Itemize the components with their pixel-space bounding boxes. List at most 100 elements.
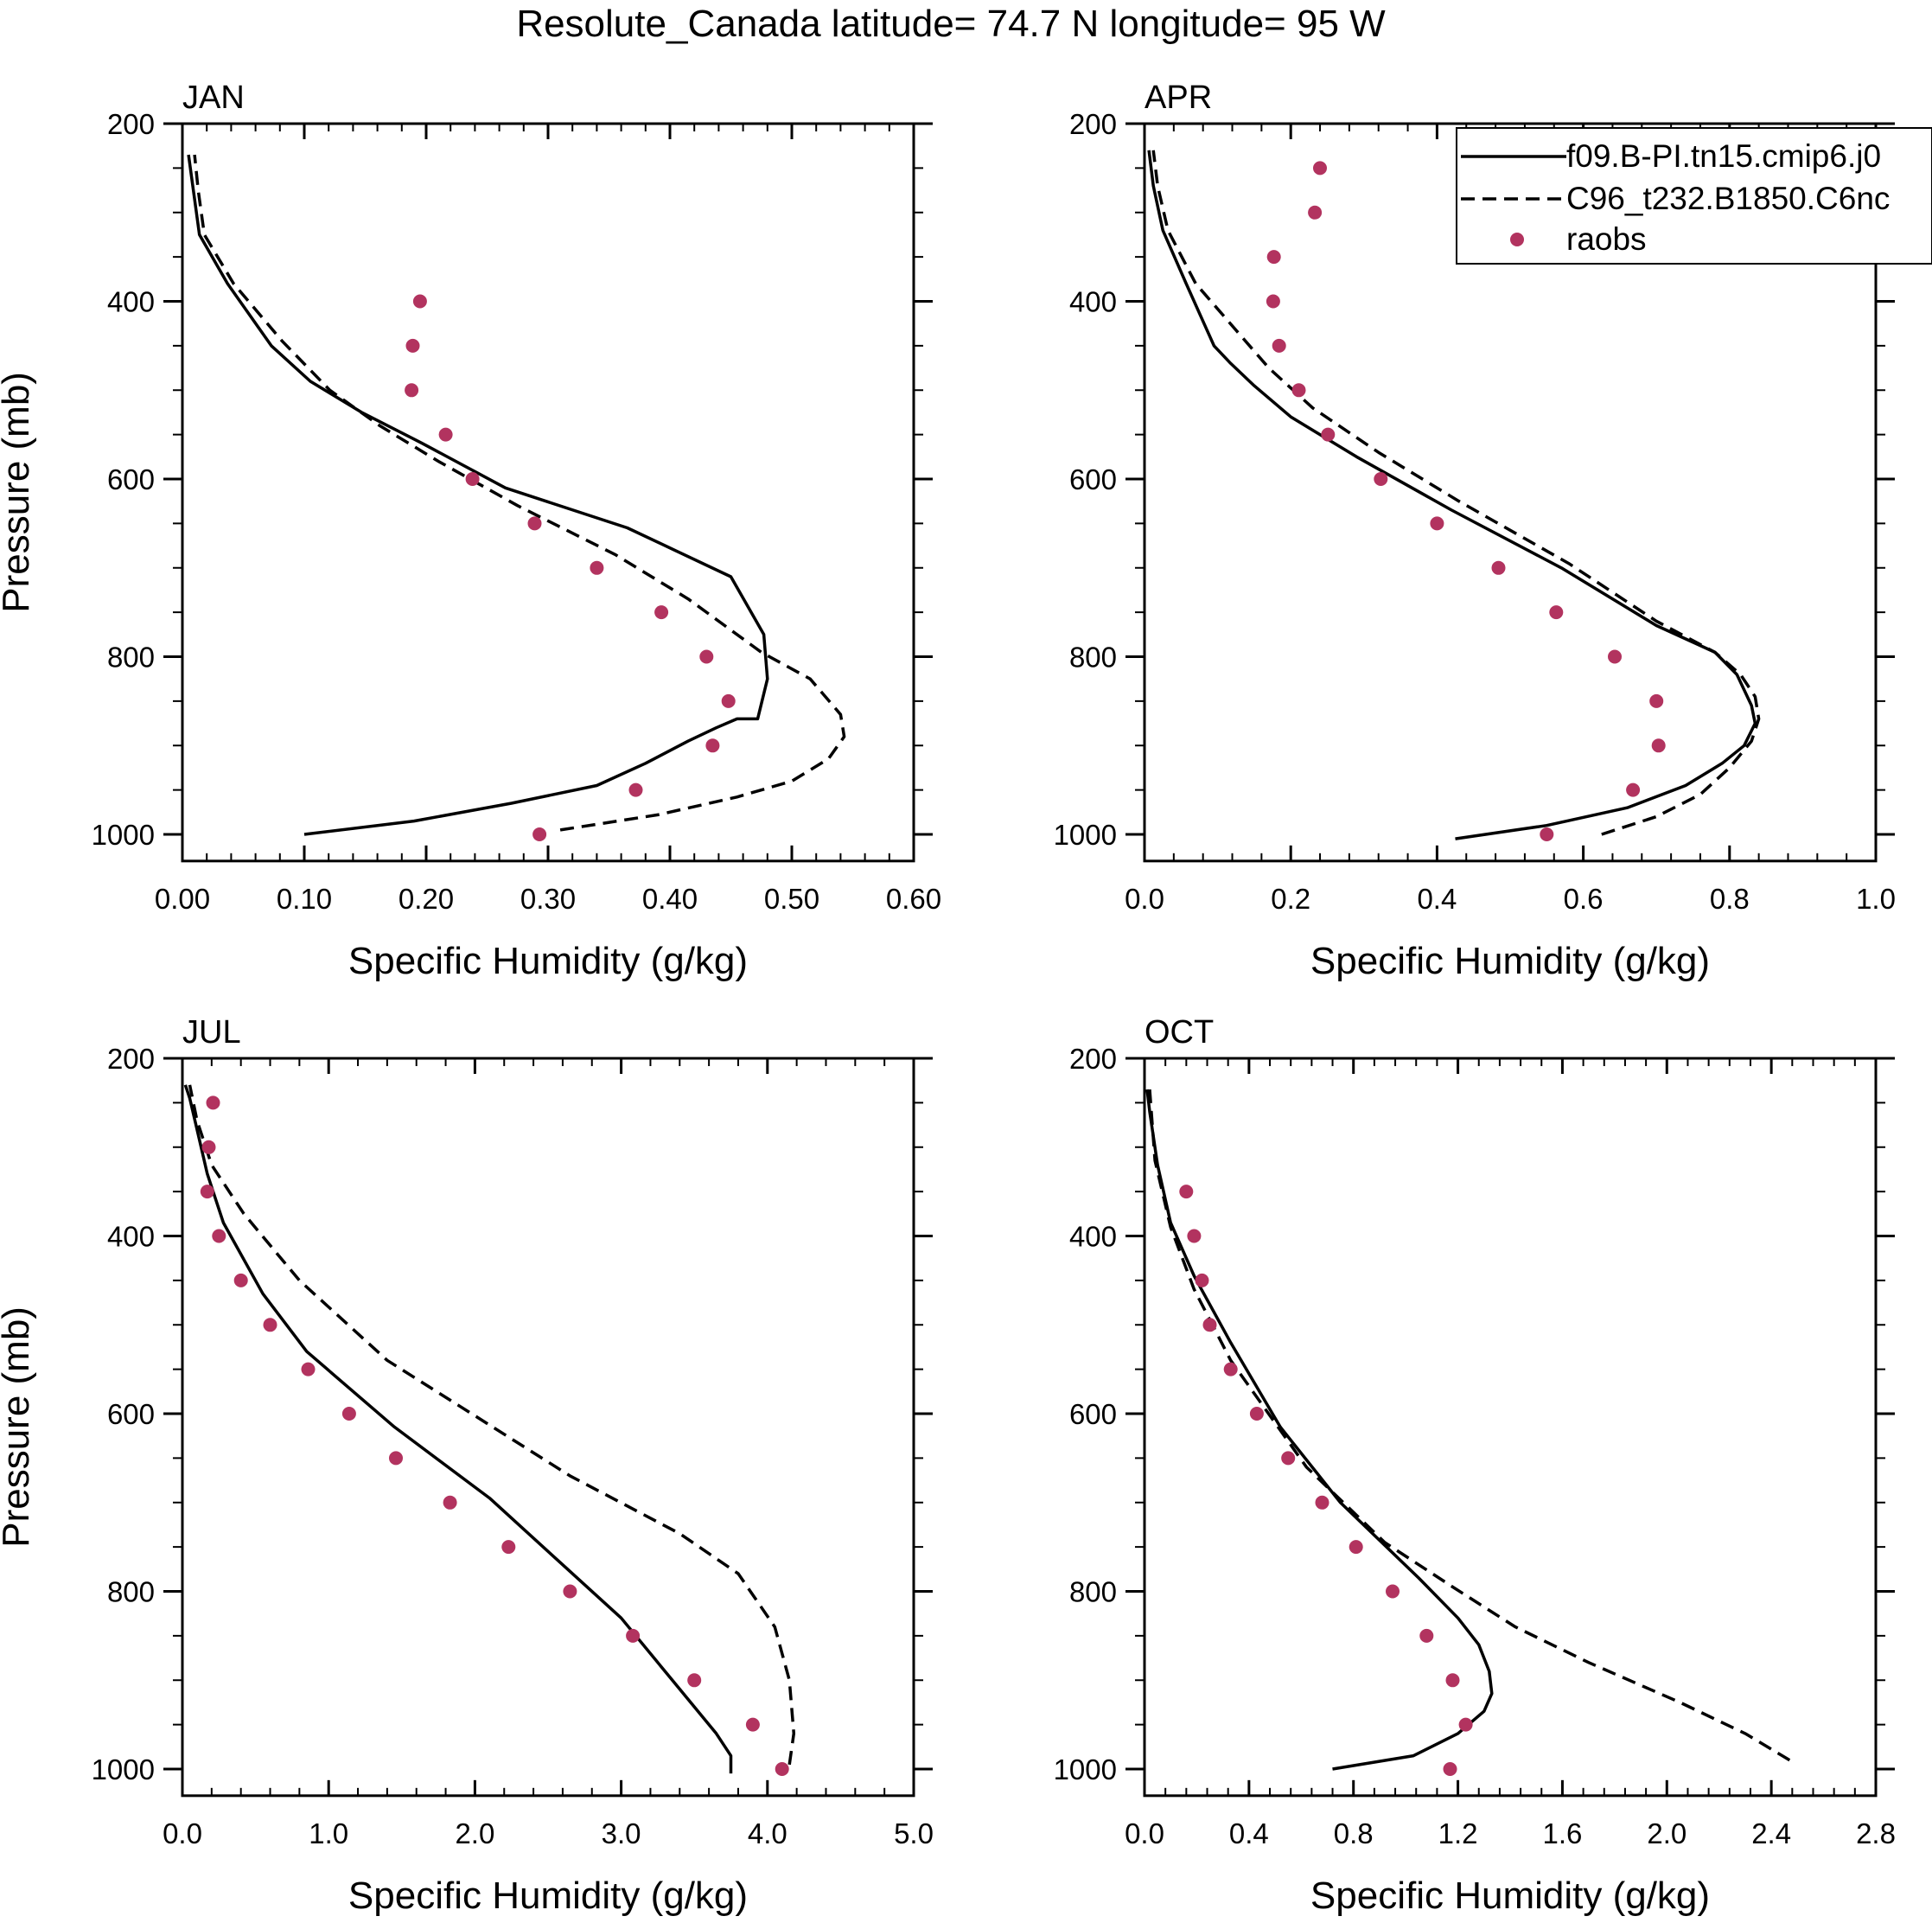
- legend-label-raobs: raobs: [1566, 221, 1647, 257]
- jul-series-dashed: [188, 1084, 796, 1766]
- jul-raobs-point: [341, 1407, 356, 1421]
- oct-xtick-label: 0.4: [1229, 1817, 1269, 1849]
- oct-raobs-point: [1195, 1273, 1209, 1287]
- jan-xtick-label: 0.00: [155, 883, 210, 915]
- oct-ytick-label: 400: [1069, 1221, 1117, 1253]
- oct-xtick-label: 1.6: [1542, 1817, 1582, 1849]
- jan-raobs-point: [705, 738, 720, 753]
- panel-jul: JUL 0.0 1.0 2.0 3.0 4.0 5.0 200 400 600 800 1000 Spe…: [0, 1014, 934, 1917]
- oct-xtick-label: 0.0: [1125, 1817, 1164, 1849]
- jul-panel-title: JUL: [182, 1014, 241, 1051]
- oct-raobs-point: [1223, 1362, 1238, 1376]
- apr-series-dashed: [1151, 150, 1761, 836]
- jul-xtick-label: 2.0: [455, 1817, 494, 1849]
- jul-raobs-point: [775, 1762, 789, 1776]
- apr-ytick-label: 200: [1069, 108, 1117, 140]
- panels: JAN 0.00 0.10 0.20 0.30 0.40 0.50 0.60 200 400 600…: [0, 80, 1896, 1917]
- oct-ytick-label: 600: [1069, 1398, 1117, 1430]
- apr-raobs-point: [1491, 560, 1506, 575]
- panel-jan: JAN 0.00 0.10 0.20 0.30 0.40 0.50 0.60 200 400 600…: [0, 80, 941, 982]
- jul-xaxis-label: Specific Humidity (g/kg): [348, 1875, 748, 1917]
- apr-raobs-point: [1649, 693, 1664, 708]
- apr-raobs-point: [1313, 161, 1327, 176]
- oct-raobs-point: [1458, 1717, 1473, 1732]
- jan-ytick-label: 800: [107, 642, 155, 674]
- apr-xtick-label: 0.8: [1710, 883, 1750, 915]
- jul-raobs-point: [745, 1717, 760, 1732]
- jul-yaxis-label: Pressure (mb): [0, 1306, 37, 1548]
- jan-xtick-label: 0.10: [277, 883, 332, 915]
- legend-label-model-2: C96_t232.B1850.C6nc: [1566, 181, 1890, 216]
- jul-raobs-point: [233, 1273, 248, 1287]
- legend-box: [1456, 127, 1932, 265]
- oct-raobs-point: [1249, 1407, 1264, 1421]
- apr-raobs-point: [1608, 649, 1622, 664]
- apr-raobs-point: [1626, 782, 1641, 797]
- jul-raobs-point: [206, 1095, 220, 1110]
- apr-raobs-point: [1266, 294, 1280, 309]
- jan-raobs-point: [405, 338, 420, 353]
- apr-ytick-label: 400: [1069, 286, 1117, 318]
- jan-series-dashed: [193, 154, 846, 832]
- oct-xtick-label: 0.8: [1334, 1817, 1374, 1849]
- oct-xtick-label: 2.4: [1751, 1817, 1791, 1849]
- jan-raobs-point: [527, 516, 542, 531]
- oct-xaxis-label: Specific Humidity (g/kg): [1310, 1875, 1710, 1917]
- jul-ytick-label: 400: [107, 1221, 155, 1253]
- oct-panel-title: OCT: [1145, 1014, 1214, 1051]
- jan-raobs-point: [654, 605, 669, 620]
- apr-raobs-point: [1266, 250, 1281, 265]
- figure-title: Resolute_Canada latitude= 74.7 N longitu…: [516, 3, 1386, 45]
- jan-raobs-point: [405, 383, 419, 398]
- oct-raobs-point: [1315, 1495, 1329, 1510]
- jul-raobs-point: [389, 1451, 403, 1466]
- jan-raobs-point: [721, 693, 736, 708]
- jul-raobs-point: [201, 1140, 216, 1154]
- apr-raobs-point: [1549, 605, 1564, 620]
- apr-raobs-point: [1291, 383, 1306, 398]
- oct-raobs-point: [1179, 1185, 1194, 1199]
- apr-plot-frame: [1143, 122, 1878, 863]
- apr-xtick-label: 0.4: [1417, 883, 1457, 915]
- jul-raobs-point: [263, 1318, 277, 1332]
- apr-raobs-point: [1651, 738, 1666, 753]
- panel-oct: OCT 0.0 0.4 0.8 1.2 1.6 2.0 2.4 2.8 200 400 600 800 1…: [1054, 1014, 1896, 1917]
- jul-raobs-point: [200, 1185, 214, 1199]
- jan-xtick-label: 0.40: [642, 883, 698, 915]
- jan-ytick-label: 200: [107, 108, 155, 140]
- legend: f09.B-PI.tn15.cmip6.j0 C96_t232.B1850.C6…: [1456, 127, 1932, 265]
- legend-dot-swatch: [1510, 233, 1524, 246]
- jul-xtick-label: 1.0: [309, 1817, 348, 1849]
- jul-ytick-label: 800: [107, 1576, 155, 1608]
- apr-raobs-point: [1374, 472, 1388, 486]
- oct-raobs-point: [1386, 1584, 1400, 1599]
- oct-raobs-point: [1419, 1628, 1434, 1643]
- jul-raobs-point: [301, 1362, 316, 1376]
- oct-series-dashed: [1148, 1089, 1791, 1762]
- jan-series-solid: [187, 154, 769, 836]
- apr-xtick-label: 1.0: [1856, 883, 1896, 915]
- apr-raobs-point: [1272, 338, 1286, 353]
- apr-ytick-label: 1000: [1054, 819, 1117, 851]
- jul-xtick-label: 5.0: [894, 1817, 934, 1849]
- jul-raobs-point: [687, 1673, 702, 1688]
- jul-raobs-point: [626, 1628, 641, 1643]
- jan-yaxis-label: Pressure (mb): [0, 372, 37, 613]
- jan-xaxis-label: Specific Humidity (g/kg): [348, 940, 748, 982]
- apr-panel-title: APR: [1145, 80, 1212, 116]
- apr-series-solid: [1147, 150, 1757, 840]
- oct-raobs-point: [1349, 1540, 1363, 1555]
- oct-ytick-label: 200: [1069, 1043, 1117, 1075]
- jul-raobs-point: [501, 1540, 516, 1555]
- jul-ytick-label: 200: [107, 1043, 155, 1075]
- jan-ytick-label: 400: [107, 286, 155, 318]
- jan-raobs-point: [532, 827, 547, 841]
- jan-raobs-point: [412, 294, 427, 309]
- oct-xtick-label: 1.2: [1438, 1817, 1478, 1849]
- oct-xtick-label: 2.8: [1856, 1817, 1896, 1849]
- oct-raobs-point: [1445, 1673, 1460, 1688]
- oct-ytick-label: 1000: [1054, 1753, 1117, 1785]
- jul-plot-frame: [181, 1057, 915, 1798]
- jan-xtick-label: 0.20: [399, 883, 454, 915]
